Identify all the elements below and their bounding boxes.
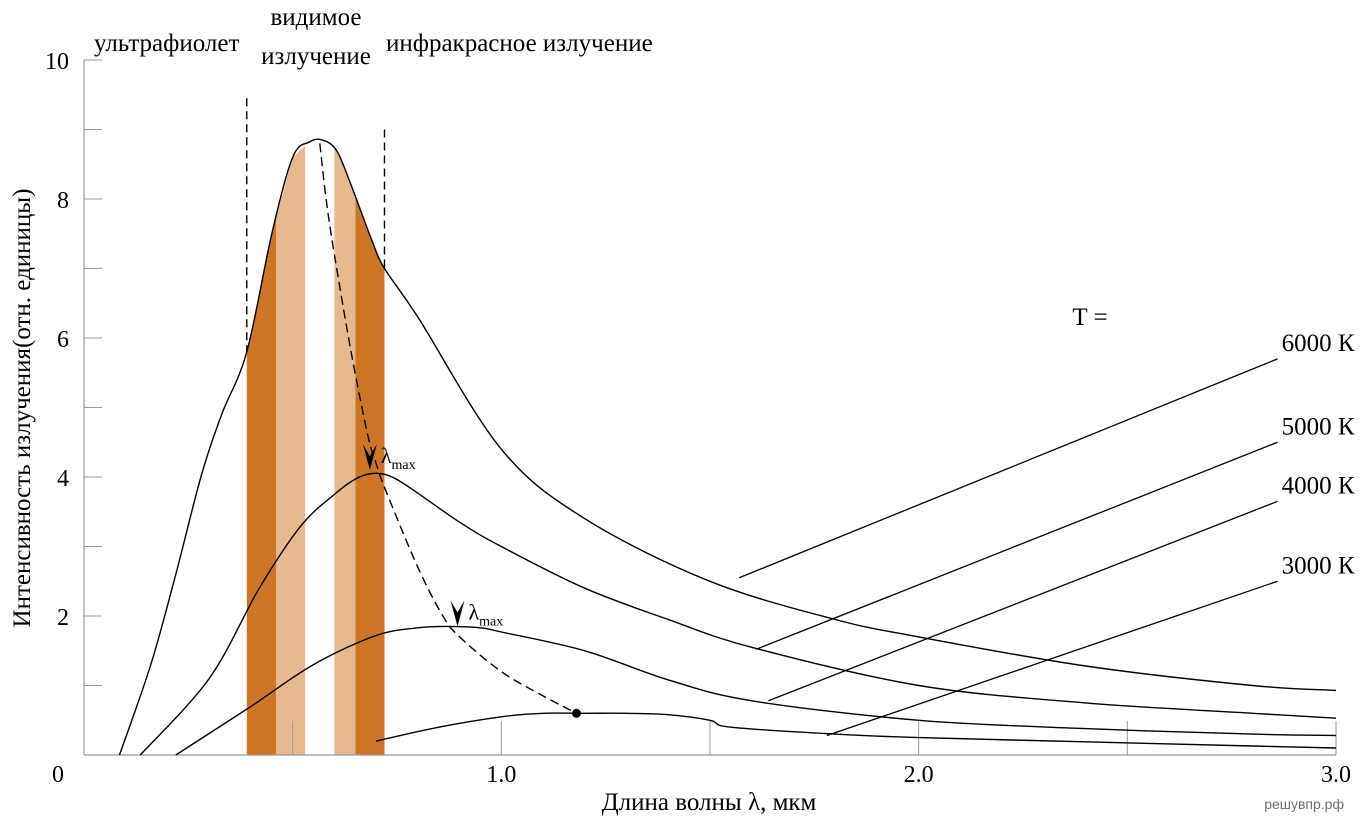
series-label-4: 3000 К bbox=[1282, 552, 1355, 579]
wien-peak-curve bbox=[319, 143, 577, 714]
region-label-visible-line1: видимое bbox=[270, 4, 361, 31]
series-label-1: 6000 К bbox=[1282, 330, 1355, 357]
region-label-visible-line2: излучение bbox=[261, 43, 371, 70]
y-tick-label: 10 bbox=[45, 49, 69, 75]
series-curve-4 bbox=[375, 712, 1337, 749]
series-leader-lines: 6000 К 5000 К 4000 К 3000 К bbox=[738, 330, 1355, 737]
visible-band-3 bbox=[305, 140, 335, 755]
y-tick-label: 8 bbox=[57, 188, 69, 214]
x-tick-label: 3.0 bbox=[1321, 762, 1351, 788]
series-label-2: 5000 К bbox=[1282, 413, 1355, 440]
peak-label-1: λmax bbox=[381, 443, 416, 473]
watermark: решувпр.рф bbox=[1264, 796, 1344, 812]
x-tick-label: 2.0 bbox=[904, 762, 934, 788]
x-axis-label: Длина волны λ, мкм bbox=[602, 789, 817, 816]
region-label-ultraviolet: ультрафиолет bbox=[94, 30, 239, 57]
leader-line-3 bbox=[768, 500, 1278, 702]
peak-endpoint-marker bbox=[571, 708, 581, 718]
x-tick-label: 0 bbox=[52, 762, 64, 788]
wien-peak-curve-group: λmax λmax bbox=[319, 143, 581, 718]
region-label-infrared: инфракрасное излучение bbox=[386, 30, 653, 57]
visible-band-5 bbox=[355, 196, 385, 755]
visible-band-4 bbox=[334, 148, 356, 755]
y-tick-label: 6 bbox=[57, 327, 69, 353]
series-group bbox=[118, 138, 1337, 756]
y-axis-label: Интенсивность излучения(отн. единицы) bbox=[9, 189, 36, 628]
leader-line-4 bbox=[826, 580, 1278, 737]
legend-header: T = bbox=[1072, 304, 1107, 331]
region-boundaries bbox=[246, 98, 386, 352]
x-tick-label: 1.0 bbox=[486, 762, 516, 788]
peak-arrow-1 bbox=[362, 444, 377, 471]
leader-line-2 bbox=[755, 441, 1278, 650]
visible-color-bands bbox=[246, 140, 385, 756]
axes: 2 4 6 8 10 0 1.0 2.0 3.0 bbox=[45, 49, 1351, 788]
visible-band-1 bbox=[246, 218, 276, 755]
peak-label-2: λmax bbox=[469, 599, 504, 629]
series-curve-1 bbox=[118, 138, 1337, 756]
leader-line-1 bbox=[738, 358, 1278, 579]
chart-texts: ультрафиолет видимое излучение инфракрас… bbox=[9, 4, 1344, 816]
series-label-3: 4000 К bbox=[1282, 472, 1355, 499]
series-curve-2 bbox=[139, 472, 1337, 756]
visible-band-2 bbox=[276, 145, 306, 756]
peak-arrow-2 bbox=[450, 600, 465, 627]
series-curve-3 bbox=[175, 625, 1337, 756]
y-tick-label: 4 bbox=[57, 466, 69, 492]
y-tick-label: 2 bbox=[57, 605, 69, 631]
